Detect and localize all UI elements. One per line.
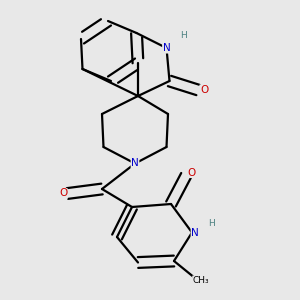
Text: N: N	[191, 227, 199, 238]
Text: CH₃: CH₃	[193, 276, 209, 285]
Text: H: H	[180, 32, 186, 40]
Text: O: O	[188, 167, 196, 178]
Text: N: N	[131, 158, 139, 169]
Text: O: O	[200, 85, 208, 95]
Text: O: O	[59, 188, 67, 199]
Text: N: N	[163, 43, 170, 53]
Text: H: H	[208, 219, 215, 228]
